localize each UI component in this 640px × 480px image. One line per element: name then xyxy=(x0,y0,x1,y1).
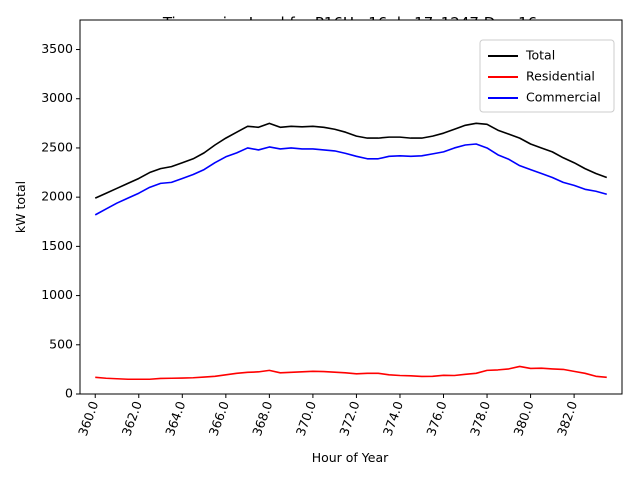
series-layer xyxy=(94,122,608,381)
series-line-residential xyxy=(95,365,607,381)
legend-label-total: Total xyxy=(525,48,555,63)
y-tick-label: 3500 xyxy=(41,41,73,56)
y-tick-label: 1500 xyxy=(41,238,73,253)
axes-frame xyxy=(79,19,623,395)
legend-label-residential: Residential xyxy=(526,69,595,84)
legend-box xyxy=(479,39,615,113)
y-axis-label: kW total xyxy=(13,181,28,233)
series-line-total xyxy=(94,122,608,199)
y-tick-label: 2500 xyxy=(41,139,73,154)
legend-items: Total Residential Commercial xyxy=(488,48,601,105)
legend-label-commercial: Commercial xyxy=(526,90,601,105)
x-axis-ticks: 360.0 362.0 364.0 366.0 368.0 370.0 372.0 374.0… xyxy=(75,394,580,438)
y-tick-label: 2000 xyxy=(41,189,73,204)
y-axis-ticks: 0 500 1000 1500 2000 2500 3000 3500 xyxy=(41,41,80,401)
y-tick-label: 0 xyxy=(65,386,73,401)
legend: Total Residential Commercial xyxy=(479,39,615,113)
y-tick-label: 3000 xyxy=(41,90,73,105)
y-tick-label: 1000 xyxy=(41,287,73,302)
series-line-commercial xyxy=(94,143,607,216)
x-axis-label: Hour of Year xyxy=(312,450,389,465)
y-tick-label: 500 xyxy=(49,336,73,351)
